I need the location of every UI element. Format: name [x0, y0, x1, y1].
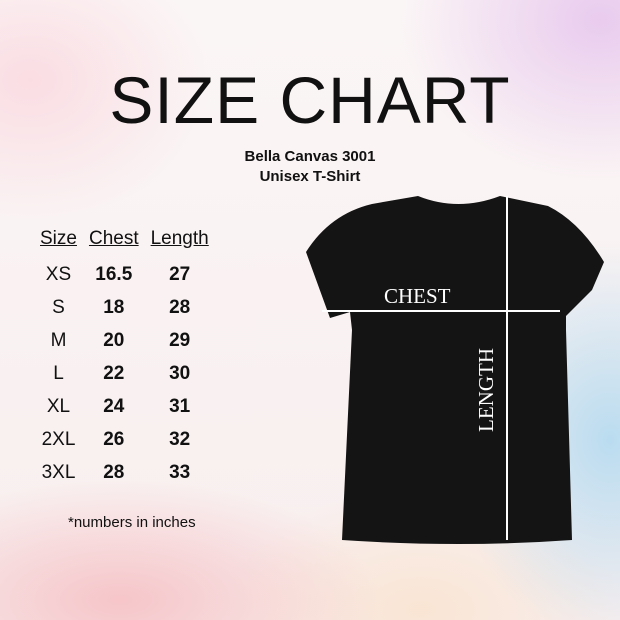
page-title: SIZE CHART	[109, 63, 511, 137]
table-row: 2XL 26 32	[34, 423, 215, 456]
size-cell: XL	[46, 395, 71, 417]
size-table: Size Chest Length XS 16.5 27 S 18 28 M 20 29 L 22 3…	[34, 228, 215, 489]
table-row: XL 24 31	[34, 390, 215, 423]
size-cell: S	[52, 296, 65, 318]
chest-cell: 28	[103, 461, 125, 483]
chest-cell: 18	[103, 296, 125, 318]
size-cell: L	[53, 362, 64, 384]
table-row: L 22 30	[34, 357, 215, 390]
size-cell: 2XL	[41, 428, 76, 450]
size-cell: 3XL	[41, 461, 76, 483]
length-cell: 33	[169, 461, 191, 483]
table-row: XS 16.5 27	[34, 258, 215, 291]
chest-cell: 20	[103, 329, 125, 351]
header-length: Length	[150, 228, 209, 249]
length-cell: 28	[169, 296, 191, 318]
table-row: 3XL 28 33	[34, 456, 215, 489]
chest-cell: 24	[103, 395, 125, 417]
table-row: S 18 28	[34, 291, 215, 324]
length-label: LENGTH	[474, 348, 498, 432]
chest-cell: 22	[103, 362, 125, 384]
table-row: M 20 29	[34, 324, 215, 357]
brand-label: Bella Canvas 3001	[244, 148, 376, 165]
length-cell: 27	[169, 263, 191, 285]
tshirt-image	[306, 196, 604, 544]
length-cell: 30	[169, 362, 191, 384]
length-cell: 29	[169, 329, 191, 351]
size-cell: XS	[45, 263, 72, 285]
header-size: Size	[40, 228, 77, 249]
length-cell: 31	[169, 395, 191, 417]
size-cell: M	[50, 329, 67, 351]
units-note: *numbers in inches	[68, 514, 196, 531]
length-cell: 32	[169, 428, 191, 450]
chest-cell: 26	[103, 428, 125, 450]
product-label: Unisex T-Shirt	[259, 168, 361, 185]
chest-label: CHEST	[384, 284, 451, 308]
header-chest: Chest	[88, 228, 139, 249]
chest-cell: 16.5	[95, 263, 133, 285]
